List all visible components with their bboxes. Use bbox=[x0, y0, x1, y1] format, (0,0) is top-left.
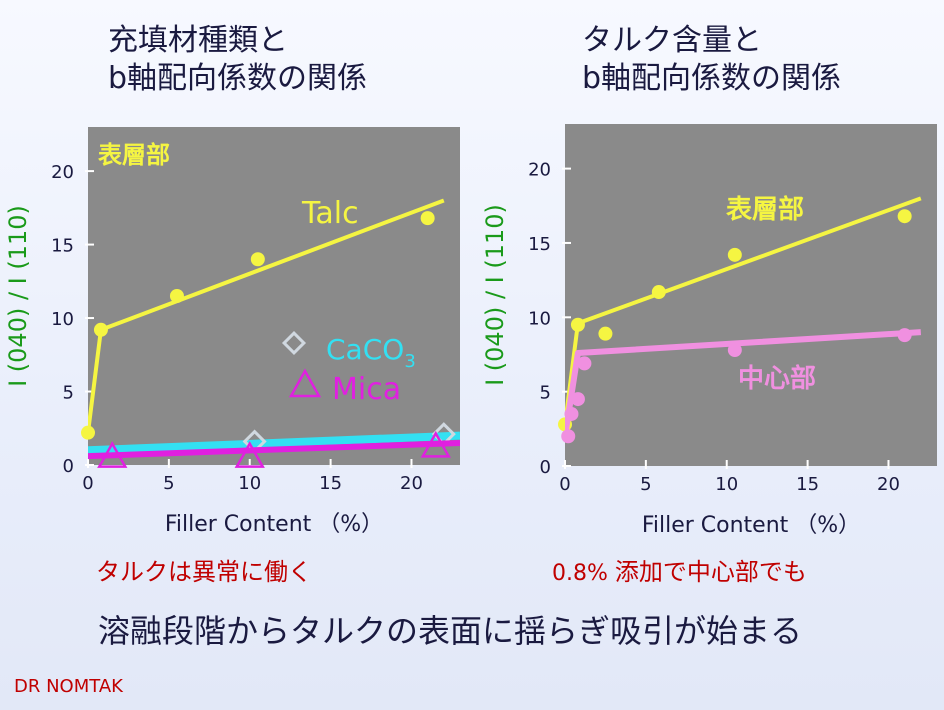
x-tick-label: 10 bbox=[238, 473, 261, 494]
left-title-line1: 充填材種類と bbox=[108, 23, 288, 58]
series-1-point bbox=[564, 406, 579, 421]
right-title-line1: タルク含量と bbox=[582, 23, 762, 58]
y-tick-label: 0 bbox=[540, 457, 551, 478]
series-0-point bbox=[169, 289, 184, 303]
x-tick-label: 20 bbox=[877, 474, 900, 495]
series-2-fit-line bbox=[88, 439, 460, 460]
series-label-core: 中心部 bbox=[738, 364, 816, 394]
right-note: 0.8% 添加で中心部でも bbox=[552, 552, 807, 587]
credit: DR NOMTAK bbox=[14, 676, 123, 697]
plot-area bbox=[88, 127, 460, 465]
series-1-fit-line bbox=[88, 431, 460, 455]
series-1-point bbox=[727, 343, 742, 358]
y-axis-label: I (040) / I (110) bbox=[4, 205, 32, 387]
x-tick-label: 15 bbox=[319, 473, 342, 494]
y-axis-label: I (040) / I (110) bbox=[481, 204, 509, 386]
series-1-point bbox=[570, 392, 585, 407]
series-2-point bbox=[234, 441, 265, 468]
legend-label-caco3-sub: 3 bbox=[404, 351, 415, 372]
conclusion: 溶融段階からタルクの表面に揺らぎ吸引が始まる bbox=[98, 612, 803, 650]
chart-talc-content: 0 5 10 15 20 0 5 10 15 20 Filler Content （%） I (040… bbox=[481, 124, 937, 535]
legend-label-caco3: CaCO3 bbox=[326, 333, 416, 372]
right-title-line2: b軸配向係数の関係 bbox=[582, 61, 842, 96]
series-label-surface: 表層部 bbox=[726, 195, 804, 225]
series-1-point bbox=[561, 429, 576, 444]
y-tick-label: 20 bbox=[528, 160, 551, 181]
right-title: タルク含量と b軸配向係数の関係 bbox=[582, 22, 841, 98]
series-0-point bbox=[570, 317, 585, 332]
y-tick-label: 15 bbox=[528, 234, 551, 255]
x-tick-label: 20 bbox=[400, 473, 423, 494]
y-tick-label: 10 bbox=[528, 308, 551, 329]
x-tick-label: 10 bbox=[715, 474, 738, 495]
x-tick-label: 0 bbox=[82, 473, 93, 494]
y-tick-label: 0 bbox=[63, 456, 74, 477]
x-tick-label: 5 bbox=[163, 473, 174, 494]
legend-diamond-icon bbox=[281, 330, 307, 356]
x-tick-label: 5 bbox=[640, 474, 651, 495]
plot-area bbox=[565, 124, 937, 466]
x-tick-label: 0 bbox=[559, 474, 570, 495]
x-axis-label: Filler Content （%） bbox=[165, 512, 383, 535]
series-0-point bbox=[727, 247, 742, 262]
series-1-point bbox=[897, 328, 912, 343]
left-title: 充填材種類と b軸配向係数の関係 bbox=[108, 22, 367, 98]
y-tick-label: 15 bbox=[51, 236, 74, 257]
left-title-line2: b軸配向係数の関係 bbox=[108, 61, 368, 96]
left-note: タルクは異常に働く bbox=[96, 558, 312, 586]
series-0-point bbox=[420, 211, 435, 226]
series-0-point bbox=[598, 326, 613, 341]
series-1-point bbox=[242, 429, 267, 454]
y-tick-label: 20 bbox=[51, 162, 74, 183]
x-axis-label: Filler Content （%） bbox=[642, 513, 860, 535]
region-label-surface: 表層部 bbox=[98, 141, 170, 169]
y-tick-label: 5 bbox=[540, 383, 551, 404]
y-tick-label: 5 bbox=[63, 383, 74, 404]
series-label-talc: Talc bbox=[301, 196, 359, 231]
legend-label-mica: Mica bbox=[332, 372, 401, 407]
right-note-prefix: 0.8% bbox=[552, 561, 615, 586]
series-2-point bbox=[420, 430, 451, 458]
series-2-point bbox=[97, 441, 128, 468]
chart-filler-type: 0 5 10 15 20 0 5 10 15 20 Filler Content （%） I (040… bbox=[4, 127, 460, 535]
series-0-point bbox=[250, 252, 265, 267]
series-0-point bbox=[651, 285, 666, 300]
series-0-point bbox=[81, 425, 95, 440]
series-1-point bbox=[577, 356, 592, 371]
legend-triangle-icon bbox=[288, 368, 322, 398]
y-tick-label: 10 bbox=[51, 309, 74, 330]
series-0-point bbox=[93, 322, 108, 337]
right-note-text: 添加で中心部でも bbox=[614, 558, 807, 586]
series-0-point bbox=[897, 209, 912, 224]
x-tick-label: 15 bbox=[796, 474, 819, 495]
